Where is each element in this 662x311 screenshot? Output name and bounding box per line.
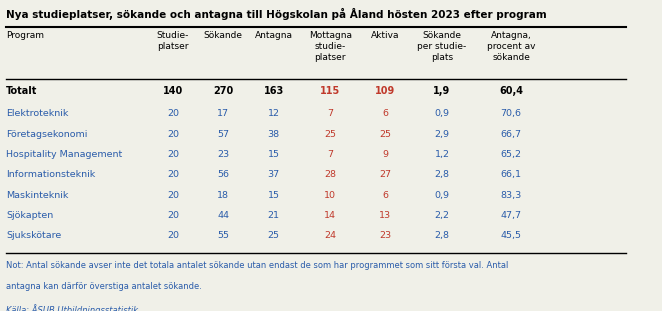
Text: 20: 20: [167, 231, 179, 240]
Text: 6: 6: [383, 191, 389, 200]
Text: 20: 20: [167, 211, 179, 220]
Text: 163: 163: [263, 86, 284, 96]
Text: 23: 23: [217, 150, 230, 159]
Text: 56: 56: [217, 170, 229, 179]
Text: 23: 23: [379, 231, 391, 240]
Text: 25: 25: [324, 130, 336, 139]
Text: 20: 20: [167, 150, 179, 159]
Text: 20: 20: [167, 130, 179, 139]
Text: Not: Antal sökande avser inte det totala antalet sökande utan endast de som har : Not: Antal sökande avser inte det totala…: [7, 261, 508, 270]
Text: 83,3: 83,3: [500, 191, 522, 200]
Text: 66,1: 66,1: [500, 170, 522, 179]
Text: 25: 25: [267, 231, 279, 240]
Text: 17: 17: [217, 109, 229, 118]
Text: Nya studieplatser, sökande och antagna till Högskolan på Åland hösten 2023 efter: Nya studieplatser, sökande och antagna t…: [7, 8, 547, 20]
Text: 2,9: 2,9: [434, 130, 449, 139]
Text: 24: 24: [324, 231, 336, 240]
Text: 2,8: 2,8: [434, 170, 449, 179]
Text: 140: 140: [163, 86, 183, 96]
Text: 14: 14: [324, 211, 336, 220]
Text: 18: 18: [217, 191, 229, 200]
Text: 66,7: 66,7: [500, 130, 522, 139]
Text: 13: 13: [379, 211, 391, 220]
Text: Informationsteknik: Informationsteknik: [7, 170, 95, 179]
Text: Källa: ÅSUB Utbildningsstatistik: Källa: ÅSUB Utbildningsstatistik: [7, 304, 138, 311]
Text: Antagna: Antagna: [255, 31, 293, 40]
Text: Aktiva: Aktiva: [371, 31, 400, 40]
Text: 270: 270: [213, 86, 234, 96]
Text: 47,7: 47,7: [500, 211, 522, 220]
Text: 0,9: 0,9: [434, 191, 449, 200]
Text: 2,8: 2,8: [434, 231, 449, 240]
Text: 2,2: 2,2: [434, 211, 449, 220]
Text: 1,9: 1,9: [434, 86, 451, 96]
Text: 12: 12: [267, 109, 279, 118]
Text: 20: 20: [167, 191, 179, 200]
Text: 20: 20: [167, 109, 179, 118]
Text: 38: 38: [267, 130, 280, 139]
Text: antagna kan därför överstiga antalet sökande.: antagna kan därför överstiga antalet sök…: [7, 282, 202, 291]
Text: 45,5: 45,5: [500, 231, 522, 240]
Text: Totalt: Totalt: [7, 86, 38, 96]
Text: 20: 20: [167, 170, 179, 179]
Text: 21: 21: [267, 211, 279, 220]
Text: 15: 15: [267, 191, 279, 200]
Text: Maskinteknik: Maskinteknik: [7, 191, 69, 200]
Text: 28: 28: [324, 170, 336, 179]
Text: Program: Program: [7, 31, 44, 40]
Text: 37: 37: [267, 170, 280, 179]
Text: Företagsekonomi: Företagsekonomi: [7, 130, 87, 139]
Text: 27: 27: [379, 170, 391, 179]
Text: 7: 7: [327, 109, 333, 118]
Text: 70,6: 70,6: [500, 109, 522, 118]
Text: 6: 6: [383, 109, 389, 118]
Text: Sökande: Sökande: [204, 31, 243, 40]
Text: Studie-
platser: Studie- platser: [157, 31, 189, 51]
Text: Mottagna
studie-
platser: Mottagna studie- platser: [308, 31, 352, 62]
Text: Hospitality Management: Hospitality Management: [7, 150, 122, 159]
Text: 109: 109: [375, 86, 395, 96]
Text: 1,2: 1,2: [434, 150, 449, 159]
Text: 7: 7: [327, 150, 333, 159]
Text: 65,2: 65,2: [500, 150, 522, 159]
Text: 15: 15: [267, 150, 279, 159]
Text: Sjukskötare: Sjukskötare: [7, 231, 62, 240]
Text: 115: 115: [320, 86, 340, 96]
Text: Sökande
per studie-
plats: Sökande per studie- plats: [417, 31, 467, 62]
Text: 25: 25: [379, 130, 391, 139]
Text: 44: 44: [217, 211, 229, 220]
Text: 0,9: 0,9: [434, 109, 449, 118]
Text: Sjökapten: Sjökapten: [7, 211, 54, 220]
Text: 9: 9: [383, 150, 389, 159]
Text: Elektroteknik: Elektroteknik: [7, 109, 69, 118]
Text: 10: 10: [324, 191, 336, 200]
Text: Antagna,
procent av
sökande: Antagna, procent av sökande: [487, 31, 536, 62]
Text: 55: 55: [217, 231, 229, 240]
Text: 57: 57: [217, 130, 229, 139]
Text: 60,4: 60,4: [499, 86, 523, 96]
